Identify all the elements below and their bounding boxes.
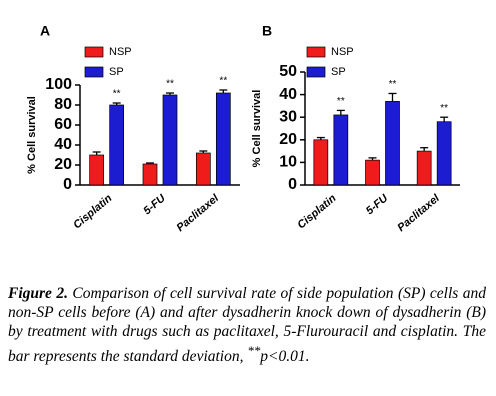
y-tick-label: 20 (279, 131, 297, 148)
significance-mark: ** (219, 76, 227, 87)
legend-swatch (306, 66, 326, 78)
caption-end: p<0.01. (260, 348, 310, 366)
y-tick-label: 100 (45, 76, 72, 93)
y-tick-label: 50 (279, 63, 297, 80)
bar (365, 159, 380, 186)
bar (89, 154, 105, 186)
y-axis-label: % Cell survival (26, 96, 38, 174)
bar (215, 92, 231, 186)
caption-label: Figure 2. (8, 285, 68, 302)
significance-mark: ** (166, 79, 174, 90)
significance-mark: ** (337, 96, 345, 107)
bar (416, 150, 432, 186)
legend-label: SP (109, 66, 124, 78)
y-tick-label: 10 (279, 154, 297, 171)
caption: Figure 2. Comparison of cell survival ra… (8, 284, 486, 366)
y-tick-label: 30 (279, 108, 297, 125)
bar (195, 152, 211, 186)
bar (162, 94, 178, 186)
legend-label: NSP (331, 46, 354, 58)
bar (313, 139, 329, 186)
x-tick-label: Cisplatin (71, 192, 115, 231)
significance-mark: ** (389, 79, 397, 90)
significance-mark: ** (113, 89, 121, 100)
legend-swatch (84, 46, 104, 58)
bar (385, 101, 400, 186)
bar (109, 104, 125, 186)
legend-label: NSP (109, 46, 132, 58)
bar (142, 163, 158, 186)
caption-sup: ** (247, 343, 261, 358)
y-tick-label: 0 (63, 176, 72, 193)
y-tick-label: 80 (54, 96, 72, 113)
y-tick-label: 20 (54, 156, 72, 173)
legend-label: SP (331, 66, 346, 78)
bar (333, 114, 349, 186)
x-tick-label: Paclitaxel (175, 192, 222, 234)
y-tick-label: 0 (288, 176, 297, 193)
legend-swatch (84, 66, 104, 78)
bar (436, 121, 452, 186)
x-tick-label: 5-FU (364, 192, 391, 218)
x-tick-label: Cisplatin (295, 192, 339, 231)
y-tick-label: 40 (279, 86, 297, 103)
x-tick-label: 5-FU (141, 192, 168, 218)
x-tick-label: Paclitaxel (395, 192, 442, 234)
y-axis-label: % Cell survival (251, 90, 263, 168)
y-tick-label: 60 (54, 116, 72, 133)
panel-label: B (262, 23, 272, 39)
y-tick-label: 40 (54, 136, 72, 153)
caption-text: Comparison of cell survival rate of side… (8, 285, 486, 366)
significance-mark: ** (440, 103, 448, 114)
panel-label: A (40, 23, 50, 39)
legend-swatch (306, 46, 326, 58)
